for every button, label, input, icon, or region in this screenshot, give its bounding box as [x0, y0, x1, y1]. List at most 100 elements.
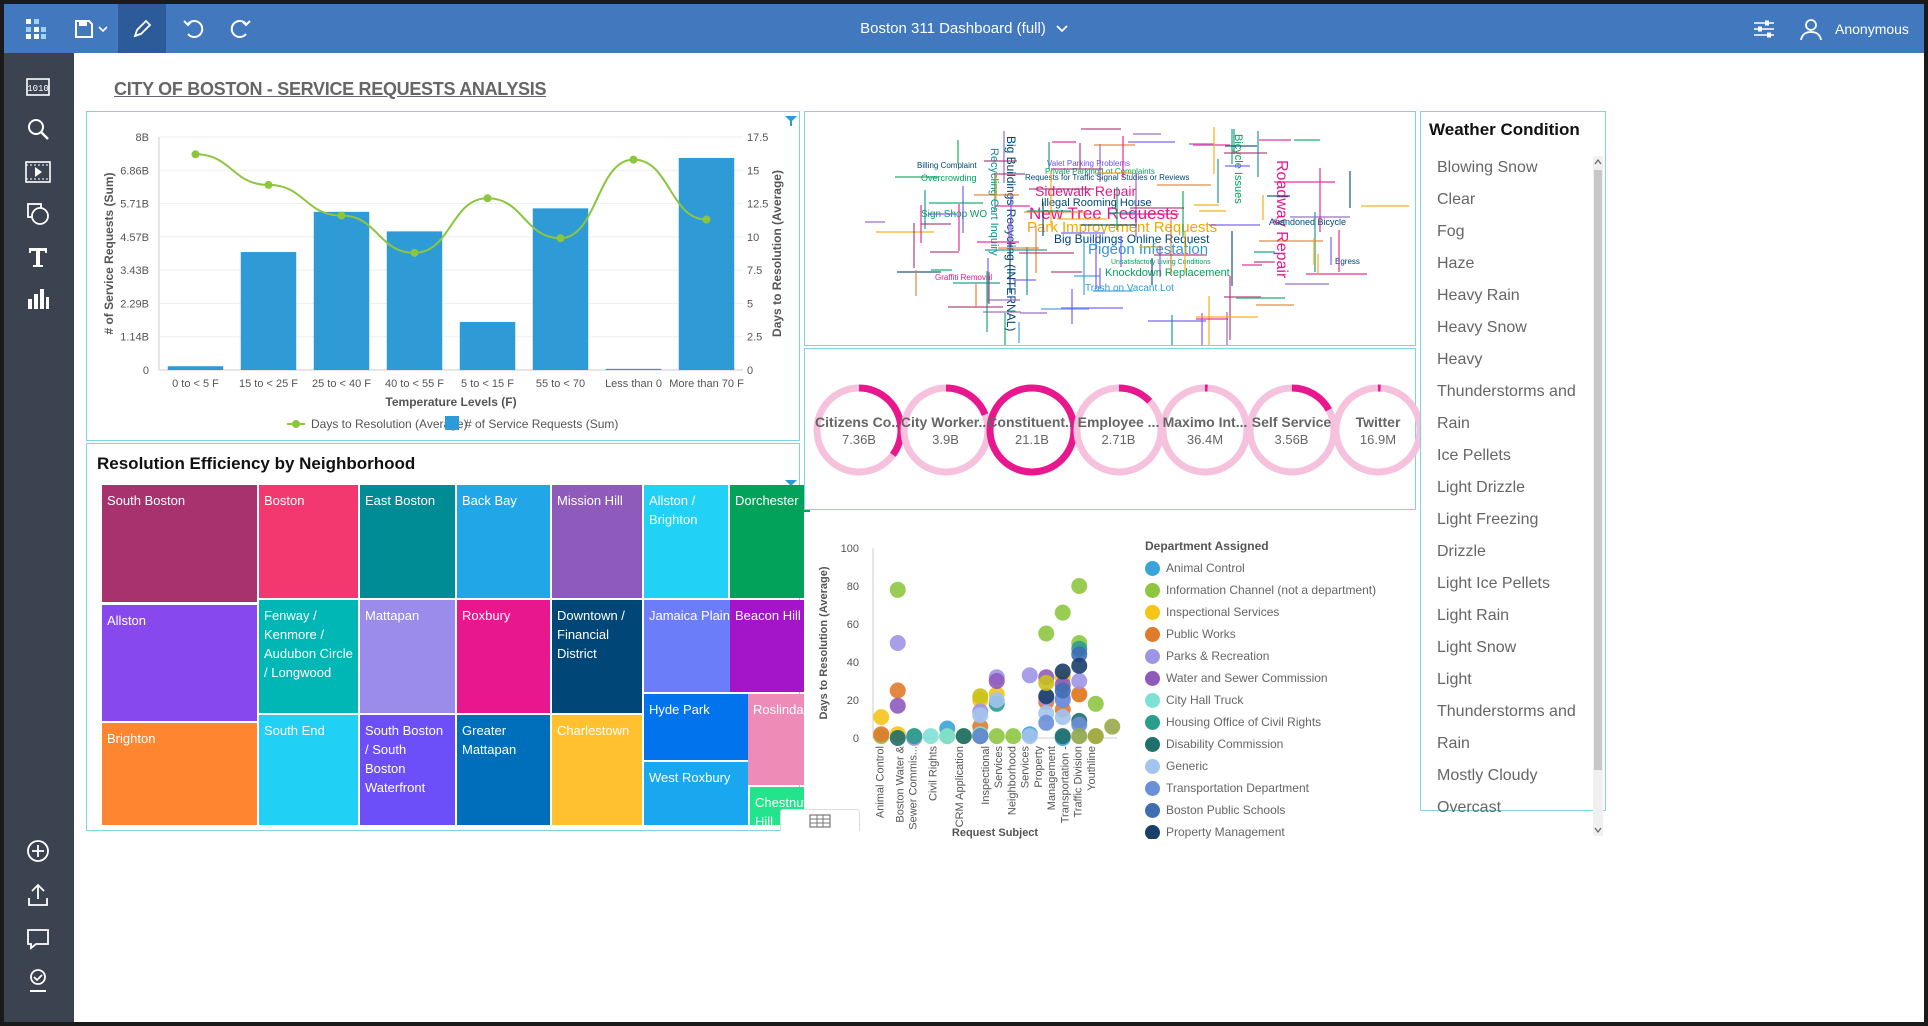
weather-filter-item[interactable]: Heavy Rain — [1437, 287, 1520, 304]
weather-filter-item[interactable]: Light Freezing Drizzle — [1437, 511, 1539, 560]
word-cloud-term[interactable]: Knockdown Replacement — [1105, 267, 1230, 279]
data-source-icon[interactable]: 1010 — [22, 71, 54, 103]
scatter-point[interactable] — [1021, 728, 1038, 745]
treemap-cell[interactable]: South Boston — [102, 485, 257, 602]
bar[interactable] — [459, 321, 516, 370]
scatter-point[interactable] — [1054, 709, 1071, 726]
treemap-cell[interactable]: Roslindale — [748, 694, 810, 785]
scatter-point[interactable] — [1087, 695, 1104, 712]
scroll-down-icon[interactable] — [1594, 826, 1602, 834]
scatter-point[interactable] — [1054, 682, 1071, 699]
donut-chart[interactable]: Self Service 3.56B — [1244, 382, 1340, 478]
line-point[interactable] — [629, 155, 638, 164]
weather-filter-item[interactable]: Blowing Snow — [1437, 159, 1538, 176]
legend-item[interactable]: City Hall Truck — [1145, 689, 1415, 711]
legend-label[interactable]: Days to Resolution (Average) — [311, 417, 468, 431]
scatter-point[interactable] — [1021, 667, 1038, 684]
legend-item[interactable]: Disability Commission — [1145, 733, 1415, 755]
weather-filter-item[interactable]: Fog — [1437, 223, 1465, 240]
app-logo-icon[interactable] — [16, 4, 56, 53]
redo-button[interactable] — [220, 4, 260, 53]
bar[interactable] — [240, 252, 297, 370]
donut-chart[interactable]: City Worker... 3.9B — [898, 382, 994, 478]
donut-chart[interactable]: Employee ... 2.71B — [1071, 382, 1167, 478]
scatter-point[interactable] — [1038, 625, 1055, 642]
line-point[interactable] — [264, 180, 273, 189]
source-donuts-panel[interactable]: Citizens Co... 7.36B City Worker... 3.9B Con… — [804, 348, 1424, 510]
chevron-down-icon[interactable] — [1056, 24, 1068, 33]
scatter-point[interactable] — [1005, 728, 1022, 745]
treemap-cell[interactable]: Allston / Brighton — [644, 485, 728, 598]
legend-item[interactable]: Boston Public Schools — [1145, 799, 1415, 821]
weather-filter-item[interactable]: Overcast — [1437, 799, 1502, 816]
scatter-point[interactable] — [906, 728, 923, 745]
scatter-point[interactable] — [1104, 718, 1121, 735]
scatter-point[interactable] — [1071, 578, 1088, 594]
explore-search-icon[interactable] — [22, 113, 54, 145]
line-point[interactable] — [702, 215, 711, 224]
scatter-point[interactable] — [939, 728, 956, 745]
weather-filter-item[interactable]: Light Drizzle — [1437, 479, 1526, 496]
word-cloud-panel[interactable]: New Tree Requests Park Improvement Reques… — [804, 111, 1416, 346]
scatter-point[interactable] — [1054, 604, 1071, 621]
treemap-cell[interactable]: Downtown / Financial District — [552, 600, 642, 713]
treemap-cell[interactable]: Mattapan — [360, 600, 455, 713]
bar[interactable] — [313, 211, 370, 370]
comment-icon[interactable] — [22, 923, 54, 955]
weather-filter-item[interactable]: Light Thunderstorms and Rain — [1437, 671, 1576, 752]
word-cloud-term[interactable]: Requests for Traffic Signal Studies or R… — [1025, 173, 1190, 182]
line-point[interactable] — [556, 234, 565, 243]
weather-filter-item[interactable]: Haze — [1437, 255, 1475, 272]
visualization-icon[interactable] — [22, 283, 54, 315]
scatter-point[interactable] — [1038, 688, 1055, 705]
treemap-cell[interactable]: West Roxbury — [644, 762, 748, 825]
treemap-cell[interactable]: Brighton — [102, 723, 257, 825]
word-cloud-term[interactable]: Egress — [1335, 257, 1360, 266]
donut-chart[interactable]: Citizens Co... 7.36B — [811, 382, 907, 478]
scatter-point[interactable] — [922, 728, 939, 745]
filter-icon[interactable] — [785, 116, 797, 126]
legend-item[interactable]: Property Management — [1145, 821, 1415, 839]
user-menu[interactable]: Anonymous — [1799, 4, 1924, 53]
scatter-point[interactable] — [1071, 716, 1088, 733]
scatter-point[interactable] — [1054, 663, 1071, 680]
legend-item[interactable]: Parks & Recreation — [1145, 645, 1415, 667]
text-icon[interactable] — [22, 241, 54, 273]
word-cloud-term[interactable]: Trash on Vacant Lot — [1085, 283, 1174, 294]
treemap-cell[interactable]: Allston — [102, 605, 257, 721]
treemap-cell[interactable]: East Boston — [360, 485, 455, 598]
treemap-cell[interactable]: Dorchester — [730, 485, 810, 598]
shapes-icon[interactable] — [22, 198, 54, 230]
donut-chart[interactable]: Twitter 16.9M — [1330, 382, 1426, 478]
treemap-panel[interactable]: Resolution Efficiency by Neighborhood So… — [86, 443, 810, 831]
treemap-cell[interactable]: South End — [259, 715, 358, 825]
scatter-panel[interactable]: 0 20 40 60 80 100 Animal Control Boston Water &… — [804, 512, 1416, 842]
weather-filter-item[interactable]: Mostly Cloudy — [1437, 767, 1538, 784]
legend-item[interactable]: Information Channel (not a department) — [1145, 579, 1415, 601]
donut-chart[interactable]: Constituent... 21.1B — [984, 382, 1080, 478]
scatter-point[interactable] — [1087, 728, 1104, 745]
scatter-point[interactable] — [873, 709, 890, 726]
scatter-point[interactable] — [972, 728, 989, 745]
scatter-point[interactable] — [972, 707, 989, 724]
word-cloud-term[interactable]: Park Improvement Requests — [1027, 219, 1218, 236]
scatter-point[interactable] — [1071, 673, 1088, 689]
treemap-cell[interactable]: South Boston / South Boston Waterfront — [360, 715, 455, 825]
data-table-toggle[interactable] — [780, 809, 860, 831]
legend-item[interactable]: Housing Office of Civil Rights — [1145, 711, 1415, 733]
scatter-point[interactable] — [988, 728, 1005, 745]
legend-label[interactable]: # of Service Requests (Sum) — [465, 417, 618, 431]
scroll-up-icon[interactable] — [1594, 158, 1602, 166]
scatter-point[interactable] — [873, 726, 890, 743]
scatter-point[interactable] — [988, 692, 1005, 708]
line-point[interactable] — [337, 211, 346, 220]
scatter-point[interactable] — [1071, 657, 1088, 674]
treemap-cell[interactable]: Hyde Park — [644, 694, 765, 760]
treemap-cell[interactable]: Fenway / Kenmore / Audubon Circle / Long… — [259, 600, 358, 713]
share-upload-icon[interactable] — [22, 879, 54, 911]
temperature-combo-chart-panel[interactable]: 0 1.14B 2.29B 3.43B 4.57B 5.71B 6.86B 8B 0 2.5 5 7.… — [86, 111, 800, 441]
scatter-point[interactable] — [972, 688, 989, 705]
treemap-cell[interactable]: Charlestown — [552, 715, 642, 825]
scatter-point[interactable] — [1071, 728, 1088, 745]
word-cloud-term[interactable]: Pigeon Infestation — [1088, 241, 1209, 258]
